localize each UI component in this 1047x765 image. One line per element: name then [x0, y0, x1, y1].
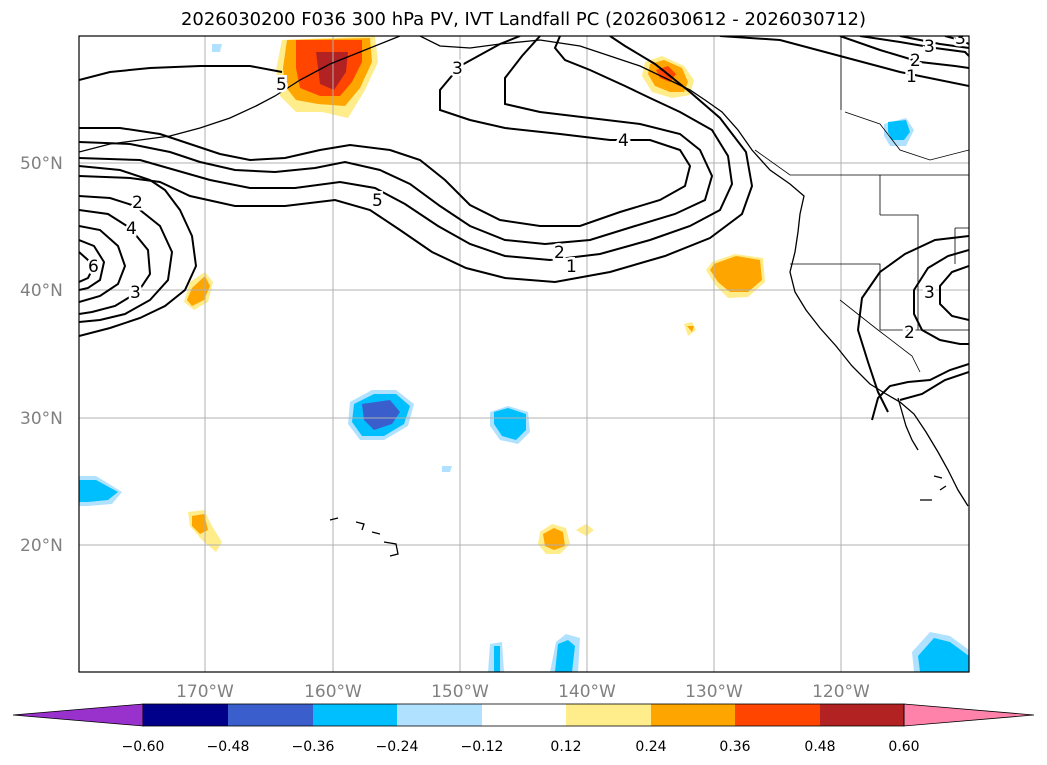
pv-contours	[79, 36, 969, 421]
coastlines	[79, 36, 969, 557]
anomaly-shading	[79, 36, 969, 672]
contour-label: 1	[906, 67, 917, 87]
colorbar-tick: 0.48	[804, 739, 835, 755]
colorbar-tick: 0.36	[719, 739, 750, 755]
contour-label: 4	[126, 219, 137, 239]
colorbar-tick: −0.60	[122, 739, 165, 755]
contour-label: 5	[372, 191, 383, 211]
colorbar-extend-min	[12, 703, 144, 727]
lat-label: 20°N	[20, 536, 63, 556]
lon-label: 140°W	[558, 682, 616, 702]
contour-label: 2	[554, 243, 565, 263]
colorbar-swatch	[735, 704, 820, 726]
colorbar-swatch	[228, 704, 313, 726]
map-frame	[78, 35, 970, 673]
colorbar-swatch	[566, 704, 651, 726]
colorbar-swatch	[820, 704, 904, 726]
lon-label: 150°W	[431, 682, 489, 702]
colorbar-tick: 0.12	[550, 739, 581, 755]
colorbar-swatch	[143, 704, 228, 726]
colorbar-tick: −0.36	[292, 739, 335, 755]
colorbar-extend-max	[903, 703, 1035, 727]
lat-label: 30°N	[20, 409, 63, 429]
contour-label-group: 5 3 4 5 2 1 2 4 6 3 3 2 1 3 2 3	[86, 29, 969, 346]
contour-label: 3	[924, 283, 935, 303]
contour-label: 3	[452, 59, 463, 79]
lat-label: 40°N	[20, 281, 63, 301]
contour-label: 3	[955, 29, 966, 49]
colorbar-tick: 0.60	[888, 739, 919, 755]
contour-label: 1	[566, 257, 577, 277]
contour-label: 2	[904, 323, 915, 343]
colorbar-swatch	[397, 704, 482, 726]
graticule	[79, 36, 969, 672]
map-title: 2026030200 F036 300 hPa PV, IVT Landfall…	[180, 9, 867, 30]
colorbar-tick: −0.48	[207, 739, 250, 755]
colorbar-tick: −0.12	[461, 739, 504, 755]
contour-label: 3	[924, 37, 935, 57]
colorbar-tick: −0.24	[376, 739, 419, 755]
colorbar-outline	[142, 703, 905, 727]
contour-label: 6	[88, 257, 99, 277]
colorbar-tick: 0.24	[635, 739, 666, 755]
colorbar-swatch	[651, 704, 735, 726]
lon-label: 170°W	[176, 682, 234, 702]
contour-label: 2	[132, 193, 143, 213]
lon-label: 160°W	[304, 682, 362, 702]
contour-label: 4	[618, 131, 629, 151]
colorbar: −0.60 −0.48 −0.36 −0.24 −0.12 0.12 0.24 …	[12, 703, 1035, 755]
lon-label: 120°W	[812, 682, 870, 702]
colorbar-swatch	[313, 704, 397, 726]
lat-label: 50°N	[20, 154, 63, 174]
contour-label: 5	[276, 75, 287, 95]
lon-label: 130°W	[685, 682, 743, 702]
contour-label: 2	[910, 51, 921, 71]
contour-label: 3	[130, 283, 141, 303]
map-background	[79, 36, 969, 672]
colorbar-swatch	[482, 704, 566, 726]
